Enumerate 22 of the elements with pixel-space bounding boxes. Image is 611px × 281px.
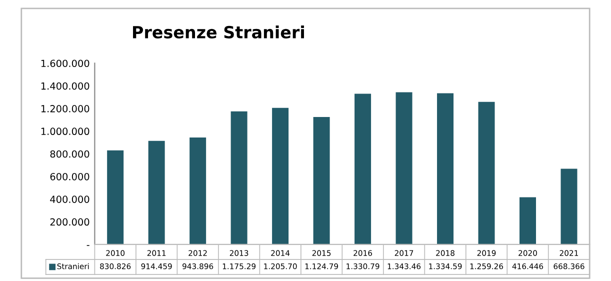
bar [437,93,454,244]
y-tick-label: 600.000 [50,172,90,180]
bar [272,108,289,244]
bar [520,197,536,244]
bar [107,150,124,244]
y-tick-label: 400.000 [50,196,90,203]
bar [230,111,248,244]
y-tick-label: 200.000 [50,218,90,226]
bar [190,138,206,244]
y-tick-label: 1.000.000 [41,128,90,136]
y-tick-label: 1.400.000 [41,82,90,90]
bar [396,92,412,244]
bar [313,117,330,244]
bar [478,102,495,244]
bar [560,168,578,244]
bar [148,140,165,244]
bar [354,94,372,244]
y-tick-label: - [86,245,90,246]
chart-title: Presenze Stranieri [133,26,304,38]
y-tick-label: 800.000 [50,150,90,158]
y-tick-label: 1.200.000 [41,105,90,112]
y-tick-label: 1.600.000 [41,60,90,68]
